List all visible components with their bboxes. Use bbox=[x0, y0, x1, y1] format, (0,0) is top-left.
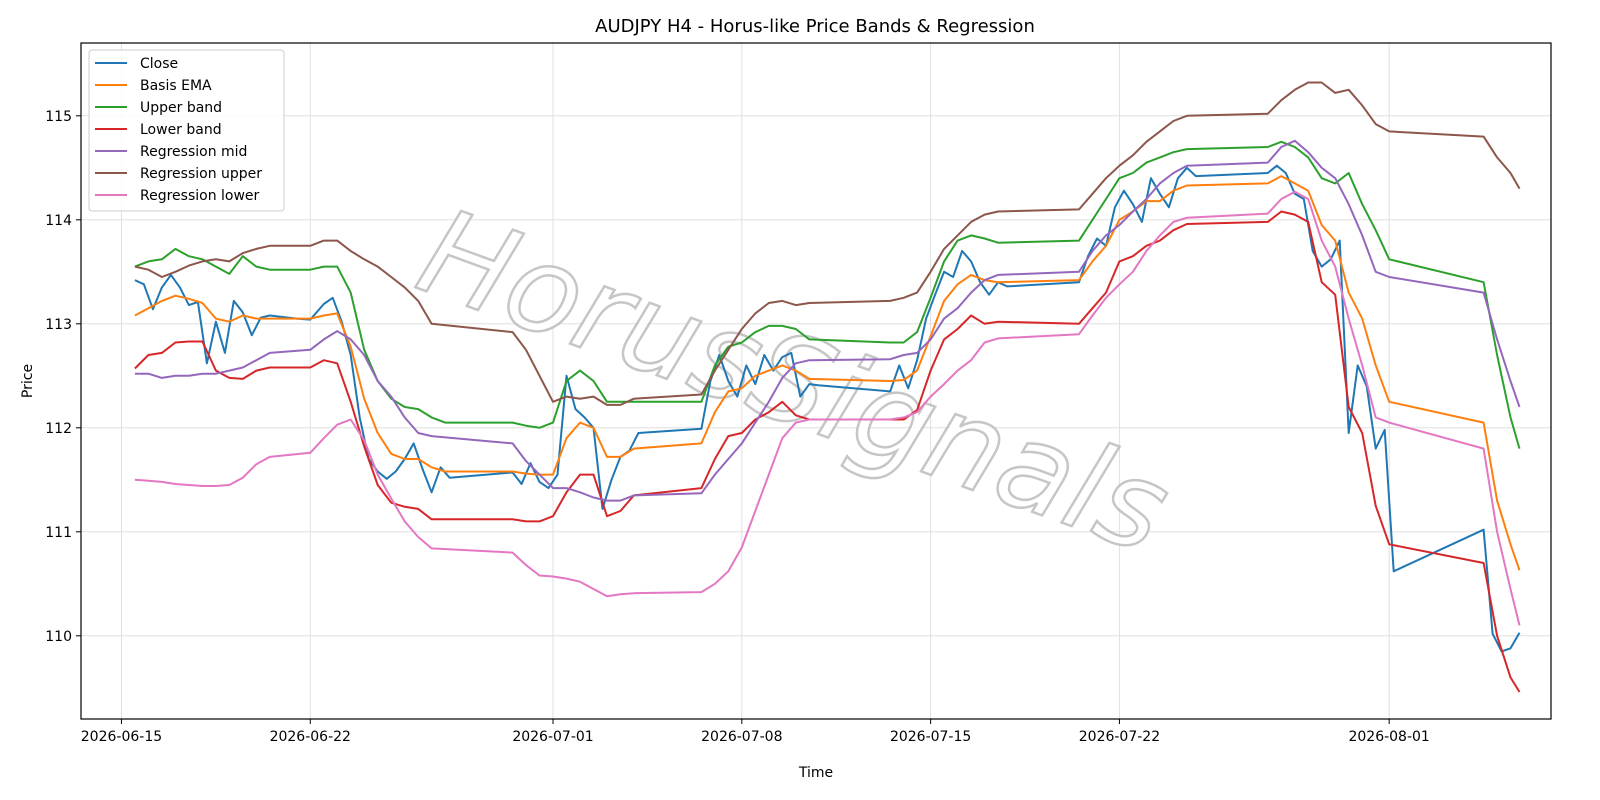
legend-label-basis-ema: Basis EMA bbox=[140, 78, 212, 94]
x-tick-label: 2026-07-22 bbox=[1079, 729, 1160, 745]
legend-label-regression-upper: Regression upper bbox=[140, 166, 262, 182]
series-line-lower-band bbox=[134, 210, 1521, 693]
y-tick-label: 110 bbox=[45, 629, 72, 645]
series-line-regression-upper bbox=[134, 81, 1521, 406]
x-tick-label: 2026-06-15 bbox=[81, 729, 162, 745]
legend-label-regression-mid: Regression mid bbox=[140, 144, 247, 160]
plot-frame bbox=[80, 42, 1552, 720]
y-axis: 110 111 112 113 114 115 bbox=[45, 109, 81, 645]
series-line-close bbox=[134, 164, 1521, 653]
legend-frame bbox=[88, 49, 285, 212]
grid bbox=[81, 43, 1551, 719]
x-axis: 2026-06-15 2026-06-22 2026-07-01 2026-07-08… bbox=[81, 719, 1430, 745]
y-axis-label: Price bbox=[20, 364, 36, 398]
legend-label-regression-lower: Regression lower bbox=[140, 188, 260, 204]
series-line-regression-mid bbox=[134, 139, 1521, 502]
y-tick-label: 112 bbox=[45, 421, 72, 437]
legend: Close Basis EMA Upper band Lower band Regres… bbox=[88, 49, 285, 212]
x-tick-label: 2026-07-08 bbox=[701, 729, 782, 745]
series-line-basis-ema bbox=[134, 175, 1521, 571]
x-tick-label: 2026-07-01 bbox=[512, 729, 593, 745]
x-tick-label: 2026-07-15 bbox=[890, 729, 971, 745]
legend-label-close: Close bbox=[140, 56, 178, 72]
series-line-upper-band bbox=[134, 140, 1521, 449]
x-tick-label: 2026-06-22 bbox=[270, 729, 351, 745]
legend-label-upper-band: Upper band bbox=[140, 100, 222, 116]
y-tick-label: 114 bbox=[45, 213, 72, 229]
series-layer bbox=[134, 81, 1521, 693]
x-tick-label: 2026-08-01 bbox=[1348, 729, 1429, 745]
chart-title: AUDJPY H4 - Horus-like Price Bands & Reg… bbox=[595, 16, 1035, 37]
y-tick-label: 111 bbox=[45, 525, 72, 541]
y-tick-label: 113 bbox=[45, 317, 72, 333]
x-axis-label: Time bbox=[798, 765, 833, 781]
y-tick-label: 115 bbox=[45, 109, 72, 125]
series-line-regression-lower bbox=[134, 190, 1521, 626]
legend-label-lower-band: Lower band bbox=[140, 122, 222, 138]
